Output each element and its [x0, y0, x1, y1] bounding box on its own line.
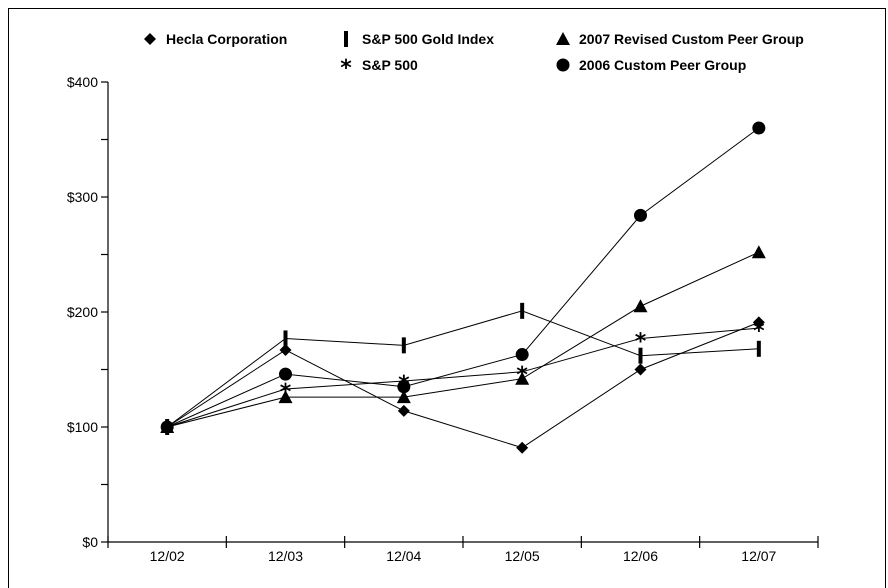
- data-point: [520, 302, 525, 319]
- data-point: [279, 343, 292, 356]
- bar-marker: [756, 340, 761, 357]
- star-marker: *: [753, 319, 765, 344]
- series-line: [167, 251, 760, 428]
- legend-label: S&P 500: [362, 57, 418, 73]
- legend-label: 2006 Custom Peer Group: [579, 57, 746, 73]
- triangle-marker: [556, 32, 570, 45]
- legend-item: S&P 500 Gold Index: [344, 31, 494, 47]
- circle-marker: [556, 58, 570, 72]
- bar-marker: [520, 302, 525, 319]
- chart-frame: [8, 8, 886, 588]
- data-point: [279, 367, 292, 381]
- legend-item: * S&P 500: [340, 56, 418, 81]
- data-point: [160, 420, 174, 434]
- legend-marker: [144, 33, 156, 45]
- data-point: [397, 404, 410, 417]
- series-line: [166, 310, 759, 428]
- star-marker: *: [635, 329, 647, 354]
- data-point: [401, 337, 406, 354]
- series-line: [166, 127, 760, 428]
- bar-marker: [283, 330, 288, 347]
- x-tick-label: 12/03: [268, 548, 303, 564]
- circle-marker: [279, 367, 292, 381]
- legend-label: S&P 500 Gold Index: [362, 31, 494, 47]
- triangle-marker: [515, 371, 530, 385]
- data-point: [283, 330, 288, 347]
- diamond-marker: [516, 441, 529, 454]
- data-point: *: [753, 319, 765, 344]
- data-point: [516, 441, 529, 454]
- star-marker: *: [340, 56, 352, 81]
- diamond-marker: [279, 343, 292, 356]
- circle-marker: [752, 121, 766, 135]
- data-point: [278, 390, 293, 404]
- triangle-marker: [396, 390, 411, 404]
- triangle-marker: [751, 245, 766, 259]
- series-line: [167, 327, 759, 428]
- data-point: [634, 208, 647, 222]
- data-point: [634, 363, 647, 376]
- circle-marker: [515, 348, 529, 362]
- legend-marker: [344, 31, 348, 47]
- circle-marker: [397, 380, 411, 394]
- data-point: [633, 299, 648, 313]
- series-line: [166, 321, 760, 449]
- data-point: [515, 348, 529, 362]
- legend-marker: [556, 58, 570, 72]
- data-point: *: [635, 329, 647, 354]
- x-tick-label: 12/04: [386, 548, 421, 564]
- legend-label: 2007 Revised Custom Peer Group: [579, 31, 804, 47]
- bar-marker: [344, 31, 348, 47]
- legend-label: Hecla Corporation: [166, 31, 287, 47]
- star-marker: *: [516, 363, 528, 388]
- data-point: [756, 340, 761, 357]
- diamond-marker: [144, 33, 156, 45]
- x-tick-label: 12/07: [741, 548, 776, 564]
- data-point: [515, 371, 530, 385]
- legend-item: 2006 Custom Peer Group: [556, 57, 746, 73]
- bar-marker: [401, 337, 406, 354]
- x-tick-label: 12/05: [505, 548, 540, 564]
- data-point: [397, 380, 411, 394]
- x-tick-label: 12/02: [150, 548, 185, 564]
- legend-item: Hecla Corporation: [144, 31, 287, 47]
- triangle-marker: [633, 299, 648, 313]
- circle-marker: [160, 420, 174, 434]
- data-point: *: [280, 380, 292, 405]
- x-tick-label: 12/06: [623, 548, 658, 564]
- diamond-marker: [397, 404, 410, 417]
- data-point: [396, 390, 411, 404]
- triangle-marker: [278, 390, 293, 404]
- data-point: [752, 121, 766, 135]
- legend-item: 2007 Revised Custom Peer Group: [556, 31, 804, 47]
- bar-marker: [638, 347, 643, 364]
- data-point: [638, 347, 643, 364]
- y-tick-label: $400: [67, 74, 98, 90]
- diamond-marker: [634, 363, 647, 376]
- y-tick-label: $300: [67, 189, 98, 205]
- data-point: *: [516, 363, 528, 388]
- data-point: [752, 316, 765, 329]
- star-marker: *: [280, 380, 292, 405]
- data-point: [751, 245, 766, 259]
- legend-marker: *: [340, 56, 352, 81]
- legend-marker: [556, 32, 570, 45]
- y-tick-label: $200: [67, 304, 98, 320]
- circle-marker: [634, 208, 647, 222]
- y-tick-label: $0: [82, 534, 98, 550]
- diamond-marker: [752, 316, 765, 329]
- y-tick-label: $100: [67, 419, 98, 435]
